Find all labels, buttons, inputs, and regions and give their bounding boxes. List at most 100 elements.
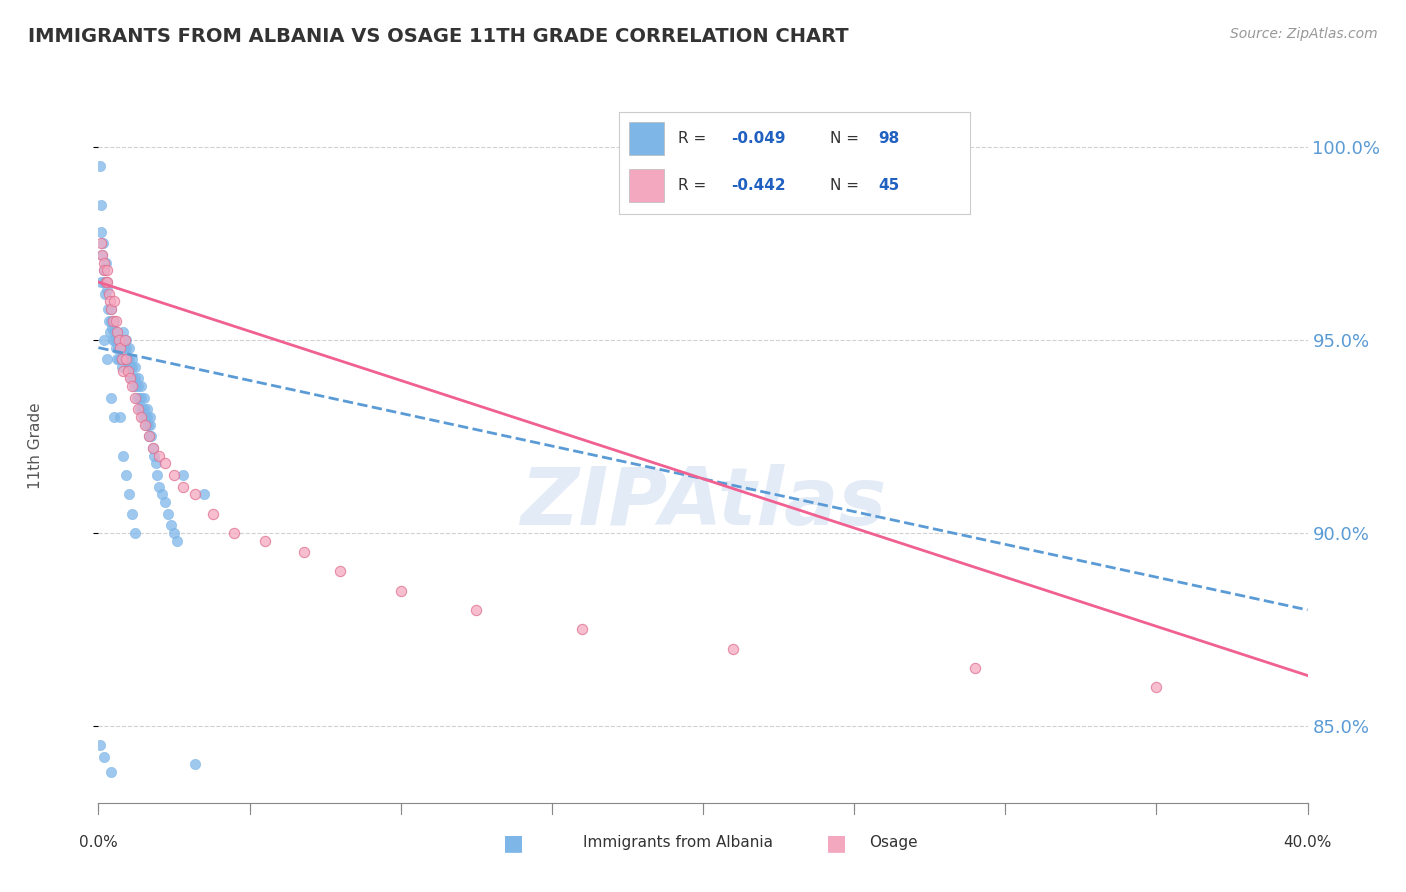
Point	[172, 467, 194, 482]
Point	[100, 391, 122, 405]
Point	[150, 487, 173, 501]
Point	[108, 333, 131, 347]
Point	[108, 341, 131, 355]
Point	[93, 256, 115, 270]
Point	[136, 417, 159, 432]
Point	[103, 325, 125, 339]
Point	[114, 333, 136, 347]
Point	[142, 441, 165, 455]
Point	[132, 391, 155, 405]
Point	[114, 333, 136, 347]
Text: ■: ■	[503, 833, 523, 853]
Point	[104, 313, 127, 327]
Point	[118, 341, 141, 355]
Point	[90, 225, 112, 239]
Point	[571, 622, 593, 636]
Point	[103, 410, 125, 425]
Point	[131, 391, 153, 405]
Point	[117, 364, 139, 378]
Point	[146, 467, 169, 482]
Point	[105, 333, 128, 347]
Point	[121, 507, 143, 521]
Point	[103, 294, 125, 309]
Point	[136, 410, 159, 425]
Point	[110, 352, 132, 367]
Point	[156, 507, 179, 521]
Point	[93, 333, 115, 347]
Text: 0.0%: 0.0%	[79, 836, 118, 850]
Point	[111, 449, 134, 463]
Point	[104, 333, 127, 347]
Point	[112, 341, 135, 355]
Point	[112, 333, 135, 347]
Point	[101, 321, 124, 335]
Point	[122, 371, 145, 385]
Text: IMMIGRANTS FROM ALBANIA VS OSAGE 11TH GRADE CORRELATION CHART: IMMIGRANTS FROM ALBANIA VS OSAGE 11TH GR…	[28, 27, 849, 45]
Point	[96, 275, 118, 289]
Point	[98, 294, 121, 309]
Text: ZIPAtlas: ZIPAtlas	[520, 464, 886, 542]
Point	[124, 525, 146, 540]
Point	[100, 301, 122, 316]
Point	[120, 371, 142, 385]
Point	[118, 352, 141, 367]
Point	[98, 313, 121, 327]
Point	[134, 402, 156, 417]
Point	[105, 325, 128, 339]
Point	[184, 757, 207, 772]
Point	[93, 275, 115, 289]
Point	[100, 764, 122, 779]
Point	[91, 236, 114, 251]
Point	[90, 275, 112, 289]
Text: 40.0%: 40.0%	[1284, 836, 1331, 850]
Point	[135, 402, 157, 417]
Text: R =: R =	[678, 178, 711, 193]
Text: ■: ■	[827, 833, 846, 853]
Point	[129, 410, 152, 425]
Point	[108, 352, 131, 367]
Point	[253, 533, 276, 548]
Point	[148, 479, 170, 493]
Text: Immigrants from Albania: Immigrants from Albania	[583, 836, 773, 850]
Point	[100, 301, 122, 316]
Point	[93, 263, 115, 277]
Point	[121, 379, 143, 393]
Point	[96, 263, 118, 277]
Point	[101, 313, 124, 327]
Point	[108, 333, 131, 347]
Text: Osage: Osage	[869, 836, 918, 850]
Text: 98: 98	[879, 130, 900, 145]
Point	[141, 429, 163, 443]
Point	[117, 359, 139, 374]
Text: N =: N =	[830, 178, 863, 193]
Point	[131, 402, 153, 417]
Point	[127, 371, 149, 385]
Point	[115, 341, 138, 355]
Point	[90, 236, 112, 251]
Point	[138, 429, 160, 443]
Point	[224, 525, 246, 540]
Point	[160, 518, 183, 533]
Point	[105, 352, 128, 367]
Point	[89, 738, 111, 752]
Point	[104, 341, 127, 355]
Point	[94, 256, 117, 270]
Text: 11th Grade: 11th Grade	[28, 402, 42, 490]
Point	[134, 417, 156, 432]
Point	[112, 364, 135, 378]
Point	[90, 198, 112, 212]
Point	[120, 359, 142, 374]
Point	[153, 456, 176, 470]
Text: N =: N =	[830, 130, 863, 145]
Point	[124, 359, 146, 374]
Point	[127, 379, 149, 393]
Point	[89, 159, 111, 173]
Point	[129, 379, 152, 393]
Point	[723, 641, 745, 656]
Point	[138, 429, 160, 443]
Point	[125, 379, 148, 393]
Point	[465, 603, 488, 617]
Point	[111, 325, 134, 339]
Point	[122, 379, 145, 393]
Point	[118, 487, 141, 501]
